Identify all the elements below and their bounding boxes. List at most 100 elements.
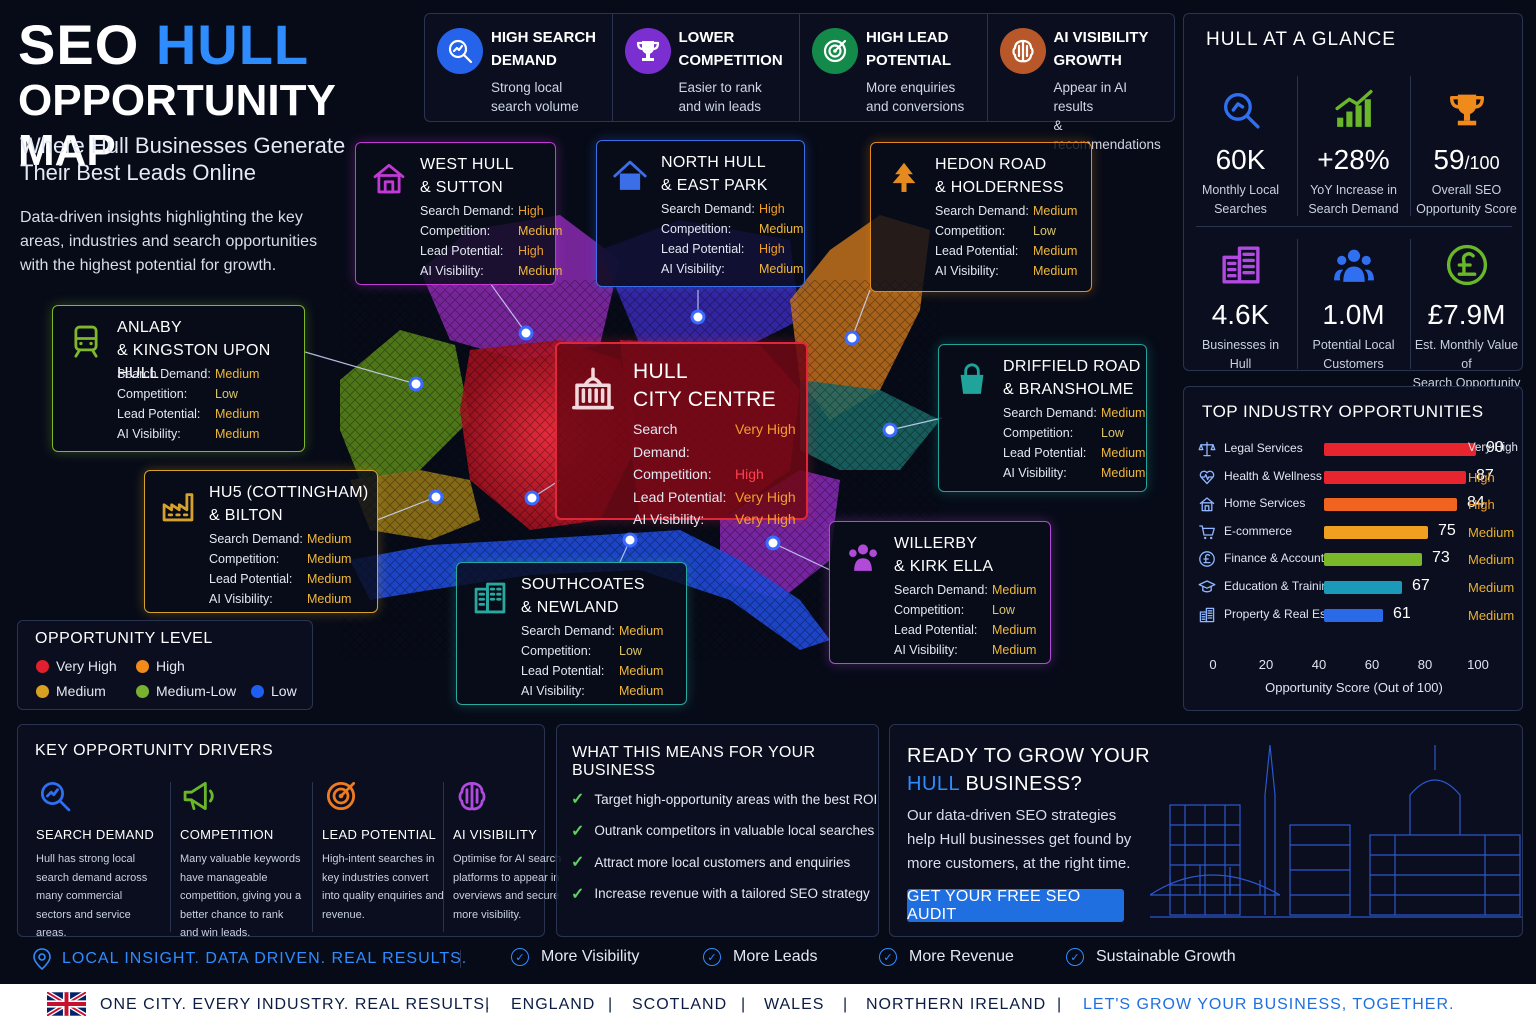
benefit-label: More Visibility bbox=[541, 948, 640, 965]
area-card-hedon[interactable]: HEDON ROAD & HOLDERNESS Search Demand: Medi… bbox=[870, 142, 1092, 292]
legend-label: Medium-Low bbox=[156, 683, 237, 699]
industry-row: Home Services 84 High bbox=[1198, 493, 1518, 515]
glance-value: 1.0M bbox=[1322, 299, 1385, 330]
metric-label-search: Search Demand: bbox=[209, 532, 303, 546]
pound-icon bbox=[1446, 244, 1487, 286]
footer-separator: | bbox=[608, 996, 613, 1013]
scales-icon bbox=[1198, 440, 1216, 458]
tagline: LOCAL INSIGHT. DATA DRIVEN. REAL RESULTS… bbox=[62, 950, 468, 967]
megaphone-icon bbox=[180, 777, 304, 817]
uk-flag-icon bbox=[47, 992, 86, 1016]
metric-label-lead: Lead Potential: bbox=[420, 244, 504, 258]
benefit-heading-1: HIGH SEARCH bbox=[491, 29, 597, 46]
metric-label-competition: Competition: bbox=[521, 644, 592, 658]
area-card-southcoates[interactable]: SOUTHCOATES & NEWLAND Search Demand: Medium… bbox=[456, 562, 687, 705]
metric-value-competition: Medium bbox=[759, 222, 804, 236]
cta-hull: HULL bbox=[907, 773, 960, 795]
area-card-west[interactable]: WEST HULL & SUTTON Search Demand: High Compe… bbox=[355, 142, 562, 285]
metric-value-ai: Medium bbox=[619, 684, 664, 698]
metric-value-competition: Low bbox=[1033, 224, 1056, 238]
metric-label-search: Search Demand: bbox=[420, 204, 514, 218]
metric-label-search: Search Demand: bbox=[661, 202, 755, 216]
industry-bar bbox=[1324, 525, 1428, 539]
driver-item: LEAD POTENTIAL High-intent searches in k… bbox=[322, 777, 446, 924]
benefit-desc-2: and conversions bbox=[866, 99, 965, 114]
benefit-check-item: ✓ Increase revenue with a tailored SEO st… bbox=[571, 884, 870, 904]
page-title: SEO HULL OPPORTUNITY MAP bbox=[18, 14, 418, 176]
driver-item: AI VISIBILITY Optimise for AI search pla… bbox=[453, 777, 577, 924]
area-card-city[interactable]: HULL CITY CENTRE Search Demand: Very High Co… bbox=[555, 342, 808, 527]
glance-stat: 59/100 Overall SEO Opportunity Score bbox=[1410, 84, 1523, 219]
benefit-desc-1: Appear in AI results bbox=[1053, 80, 1128, 114]
benefit-badge: ✓ More Revenue bbox=[879, 948, 1014, 966]
metric-label-lead: Lead Potential: bbox=[1003, 446, 1087, 460]
industry-name: E-commerce bbox=[1224, 523, 1293, 538]
benefit-badge: ✓ Sustainable Growth bbox=[1066, 948, 1236, 966]
benefit-desc-2: search volume bbox=[491, 99, 579, 114]
glance-label-2: Customers bbox=[1323, 357, 1384, 371]
area-card-anlaby[interactable]: ANLABY & KINGSTON UPON HULL Search Demand:… bbox=[52, 305, 305, 452]
area-card-willerby[interactable]: WILLERBY & KIRK ELLA Search Demand: Medium C… bbox=[829, 521, 1051, 664]
industry-row: Finance & Accounting 73 Medium bbox=[1198, 548, 1518, 570]
metric-value-competition: Low bbox=[215, 387, 238, 401]
check-icon: ✓ bbox=[571, 791, 585, 808]
metric-label-competition: Competition: bbox=[633, 466, 712, 482]
benefit-heading-2: POTENTIAL bbox=[866, 52, 951, 69]
industry-axis-tick: 40 bbox=[1311, 657, 1327, 672]
metric-label-competition: Competition: bbox=[209, 552, 280, 566]
train-icon bbox=[74, 325, 98, 358]
area-title-line2: & KIRK ELLA bbox=[894, 558, 994, 575]
glance-value: £7.9M bbox=[1427, 299, 1506, 330]
area-card-driffield[interactable]: DRIFFIELD ROAD & BRANSHOLME Search Demand:… bbox=[938, 344, 1147, 492]
ai-brain-icon bbox=[1011, 39, 1034, 63]
pound-icon bbox=[1198, 550, 1216, 568]
area-title: HU5 (COTTINGHAM) & BILTON bbox=[209, 481, 368, 527]
area-card-cottingham[interactable]: HU5 (COTTINGHAM) & BILTON Search Demand: Me… bbox=[144, 470, 378, 613]
benefit-strip-item: AI VISIBILITY GROWTH Appear in AI results… bbox=[988, 14, 1175, 152]
metric-label-search: Search Demand: bbox=[1003, 406, 1097, 420]
metric-value-lead: High bbox=[759, 242, 785, 256]
industry-level: Medium bbox=[1468, 580, 1515, 595]
hull-at-a-glance: HULL AT A GLANCE 60K Monthly Local Search… bbox=[1183, 13, 1523, 390]
metric-value-competition: Low bbox=[1101, 426, 1124, 440]
metric-value-competition: Medium bbox=[307, 552, 352, 566]
map-connectors bbox=[304, 282, 943, 571]
area-title-line2: & EAST PARK bbox=[661, 177, 768, 194]
ai-brain-icon bbox=[453, 777, 577, 817]
benefit-badge: ✓ More Leads bbox=[703, 948, 818, 966]
metric-value-competition: Medium bbox=[518, 224, 563, 238]
metric-label-lead: Lead Potential: bbox=[521, 664, 605, 678]
tree-icon bbox=[892, 162, 916, 192]
metric-label-search: Search Demand: bbox=[117, 367, 211, 381]
industry-row: Education & Training 67 Medium bbox=[1198, 576, 1518, 598]
industry-name: Legal Services bbox=[1224, 441, 1303, 455]
glance-label-2: Opportunity Score bbox=[1416, 202, 1517, 216]
check-circle-icon: ✓ bbox=[703, 948, 721, 966]
benefit-label: Sustainable Growth bbox=[1096, 948, 1236, 965]
area-title-line1: HEDON ROAD bbox=[935, 156, 1047, 173]
factory-icon bbox=[162, 493, 194, 522]
industry-score: 84 bbox=[1467, 494, 1485, 512]
pound-icon bbox=[1410, 239, 1523, 291]
legend-label: Low bbox=[271, 683, 297, 699]
driver-title: AI VISIBILITY bbox=[453, 827, 538, 842]
people-icon bbox=[1333, 249, 1374, 282]
industry-score: 75 bbox=[1438, 521, 1456, 539]
benefit-check-item: ✓ Attract more local customers and enquir… bbox=[571, 852, 850, 872]
metric-value-search: Very High bbox=[735, 421, 796, 437]
target-badge bbox=[812, 28, 858, 74]
glance-stat: 4.6K Businesses in Hull bbox=[1184, 239, 1297, 374]
benefit-heading-2: COMPETITION bbox=[678, 52, 783, 69]
city-hall-icon bbox=[569, 366, 614, 410]
what-this-means: WHAT THIS MEANS FOR YOUR BUSINESS ✓ Targe… bbox=[556, 724, 879, 937]
driver-desc: High-intent searches in key industries c… bbox=[322, 853, 444, 921]
area-card-north[interactable]: NORTH HULL & EAST PARK Search Demand: High C… bbox=[596, 140, 805, 287]
metric-value-ai: Medium bbox=[215, 427, 260, 441]
industry-level: High bbox=[1468, 497, 1495, 513]
shopping-bag-icon bbox=[960, 363, 984, 394]
drivers-title: KEY OPPORTUNITY DRIVERS bbox=[35, 742, 274, 759]
industry-score: 61 bbox=[1393, 604, 1411, 622]
legend-label: High bbox=[156, 658, 185, 674]
ai-brain-badge bbox=[999, 28, 1046, 74]
free-seo-audit-button[interactable]: GET YOUR FREE SEO AUDIT bbox=[907, 888, 1124, 923]
